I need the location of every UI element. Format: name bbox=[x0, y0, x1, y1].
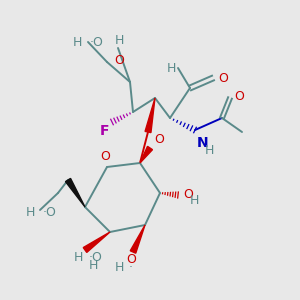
Text: ·O: ·O bbox=[43, 206, 57, 218]
Text: H: H bbox=[26, 206, 35, 218]
Text: ·O: ·O bbox=[90, 35, 104, 49]
Polygon shape bbox=[145, 98, 155, 133]
Text: H: H bbox=[89, 259, 98, 272]
Text: O: O bbox=[154, 133, 164, 146]
Polygon shape bbox=[130, 225, 145, 253]
Text: O: O bbox=[218, 71, 228, 85]
Text: H: H bbox=[205, 144, 214, 157]
Text: F: F bbox=[100, 124, 109, 138]
Text: O: O bbox=[100, 150, 110, 163]
Text: O: O bbox=[183, 188, 193, 200]
Text: O: O bbox=[126, 253, 136, 266]
Polygon shape bbox=[140, 146, 152, 163]
Text: N: N bbox=[197, 136, 208, 150]
Text: H: H bbox=[167, 61, 176, 74]
Text: H: H bbox=[74, 251, 83, 264]
Text: ·: · bbox=[129, 261, 133, 274]
Text: ·O: ·O bbox=[89, 251, 103, 264]
Text: H: H bbox=[115, 261, 124, 274]
Polygon shape bbox=[65, 178, 85, 207]
Text: O: O bbox=[114, 54, 124, 67]
Text: H: H bbox=[114, 34, 124, 47]
Text: O: O bbox=[234, 89, 244, 103]
Text: H: H bbox=[73, 35, 82, 49]
Polygon shape bbox=[83, 232, 110, 252]
Text: H: H bbox=[190, 194, 200, 208]
